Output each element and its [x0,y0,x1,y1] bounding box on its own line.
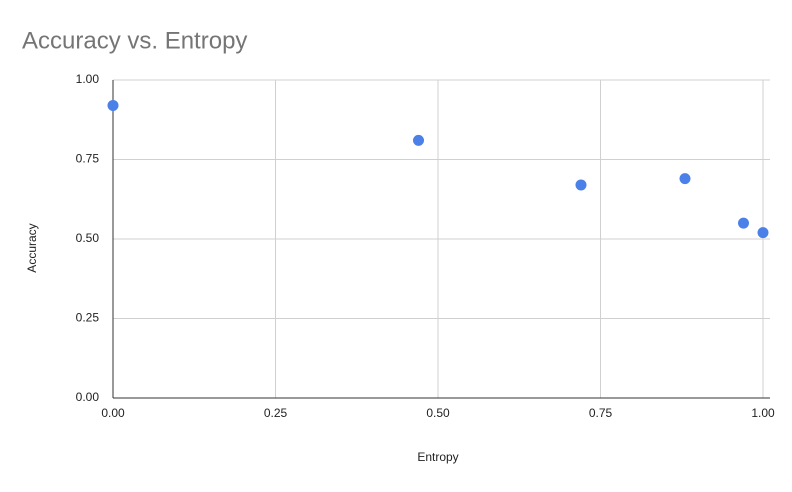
y-axis-title: Accuracy [25,223,39,272]
x-tick-label: 0.75 [589,406,613,420]
y-tick-label: 0.50 [76,231,100,245]
y-tick-label: 0.00 [76,390,100,404]
x-tick-label: 0.25 [264,406,288,420]
scatter-point [679,173,691,185]
x-tick-label: 1.00 [751,406,775,420]
y-tick-label: 1.00 [76,72,100,86]
x-tick-label: 0.50 [426,406,450,420]
x-tick-label: 0.00 [101,406,125,420]
scatter-point [738,217,749,229]
scatter-point [575,179,587,191]
scatter-point [107,99,119,111]
scatter-point [413,134,424,146]
scatter-point [757,227,769,239]
y-tick-label: 0.25 [76,311,100,325]
x-axis-title: Entropy [417,450,458,464]
y-tick-label: 0.75 [76,152,100,166]
chart-title: Accuracy vs. Entropy [22,27,247,54]
